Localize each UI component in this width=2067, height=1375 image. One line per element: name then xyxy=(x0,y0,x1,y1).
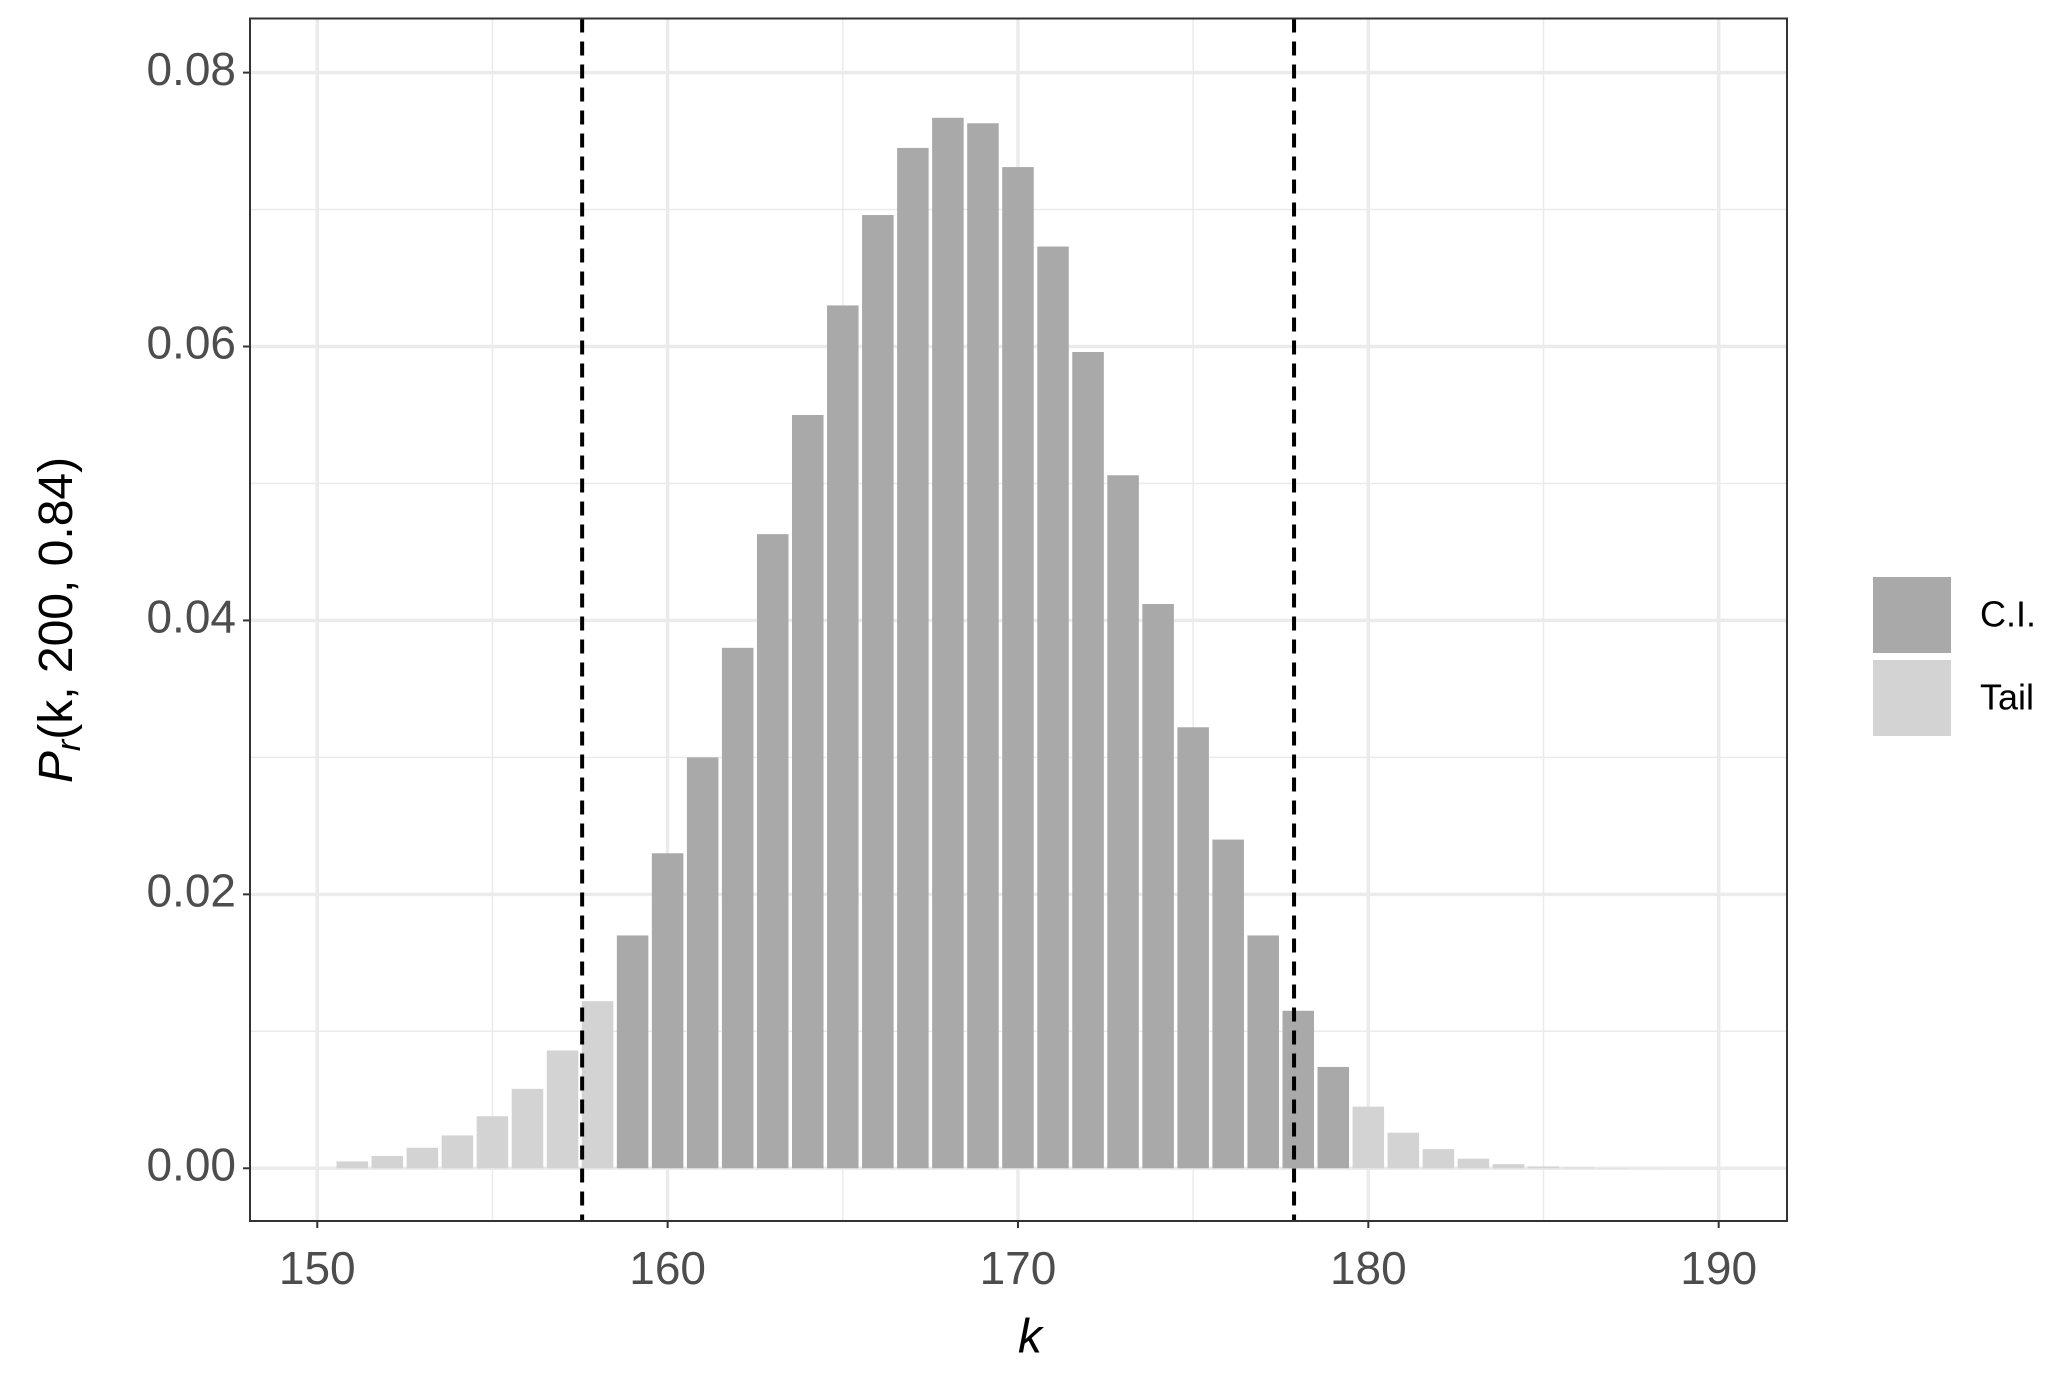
x-tick-label: 150 xyxy=(279,1242,356,1294)
bar xyxy=(441,1135,474,1169)
bar xyxy=(1142,603,1174,1169)
y-axis-label: Pr(k, 200, 0.84) xyxy=(30,457,88,783)
y-tick-label: 0.00 xyxy=(146,1138,236,1190)
bar xyxy=(1037,246,1069,1169)
y-label-args: (k, 200, 0.84) xyxy=(30,457,83,740)
x-tick-label: 190 xyxy=(1680,1242,1757,1294)
bar xyxy=(1422,1149,1455,1169)
bar xyxy=(967,123,999,1169)
bar xyxy=(862,215,894,1169)
bar xyxy=(827,305,859,1169)
bar xyxy=(721,647,754,1169)
bar xyxy=(1177,727,1209,1169)
bar xyxy=(932,117,964,1169)
bar xyxy=(1317,1066,1350,1169)
bar xyxy=(476,1116,509,1169)
y-tick-label: 0.08 xyxy=(146,43,236,95)
bar xyxy=(686,757,719,1169)
bar xyxy=(371,1155,404,1169)
bar xyxy=(546,1050,579,1169)
bar xyxy=(1562,1167,1595,1169)
bar xyxy=(1492,1164,1525,1169)
bar xyxy=(616,935,649,1169)
bar xyxy=(511,1088,544,1169)
x-tick-label: 180 xyxy=(1330,1242,1407,1294)
y-label-sub: r xyxy=(50,738,88,751)
y-label-main: P xyxy=(30,751,83,783)
x-axis-label: k xyxy=(1018,1311,1045,1364)
bar xyxy=(791,414,824,1169)
bar xyxy=(897,147,929,1169)
bar xyxy=(651,853,684,1169)
bar xyxy=(336,1161,369,1169)
bar xyxy=(1072,351,1104,1169)
bar xyxy=(406,1147,439,1169)
bar xyxy=(581,1001,614,1169)
bar xyxy=(1527,1166,1560,1169)
bar xyxy=(1002,167,1034,1169)
x-tick-label: 170 xyxy=(980,1242,1057,1294)
bar xyxy=(1352,1106,1385,1169)
y-tick-label: 0.04 xyxy=(146,591,236,643)
legend-label: Tail xyxy=(1980,677,2034,718)
legend-label: C.I. xyxy=(1980,594,2036,635)
x-tick-label: 160 xyxy=(629,1242,706,1294)
bar xyxy=(1247,935,1279,1169)
legend-key xyxy=(1873,660,1951,736)
y-tick-label: 0.02 xyxy=(146,865,236,917)
bar xyxy=(1457,1158,1490,1169)
bar xyxy=(1387,1132,1420,1169)
bar xyxy=(756,534,789,1169)
bar xyxy=(1212,839,1244,1169)
bar xyxy=(1107,475,1139,1169)
y-tick-label: 0.06 xyxy=(146,317,236,369)
bar xyxy=(1282,1010,1315,1169)
legend-key xyxy=(1873,577,1951,653)
panel-border xyxy=(249,17,1788,1222)
